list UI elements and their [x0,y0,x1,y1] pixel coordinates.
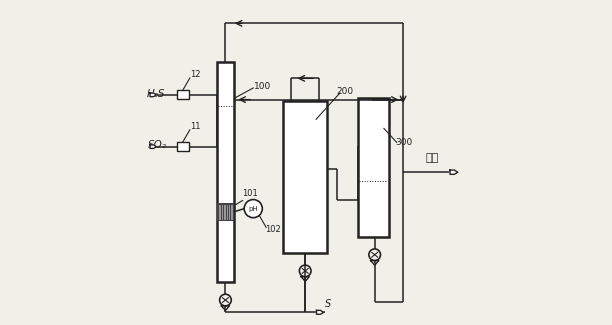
Polygon shape [150,93,157,97]
Text: 101: 101 [242,189,258,198]
Text: 100: 100 [254,82,271,91]
Text: 12: 12 [190,71,201,79]
Bar [176,142,189,151]
Text: 300: 300 [395,138,413,147]
Bar [283,101,327,253]
Bar [358,98,389,237]
Text: H₂S: H₂S [147,89,165,98]
Text: S: S [325,299,332,309]
Polygon shape [450,170,458,174]
Polygon shape [150,145,157,149]
Bar [176,90,189,99]
Text: 102: 102 [266,225,282,234]
Text: 11: 11 [190,122,201,131]
Bar [217,203,234,221]
Text: 尾气: 尾气 [425,153,438,162]
Text: pH: pH [248,206,258,212]
Polygon shape [316,310,324,314]
Circle shape [244,200,263,218]
Bar [217,62,234,282]
Text: 200: 200 [337,87,354,96]
Text: SO₂: SO₂ [148,140,167,150]
